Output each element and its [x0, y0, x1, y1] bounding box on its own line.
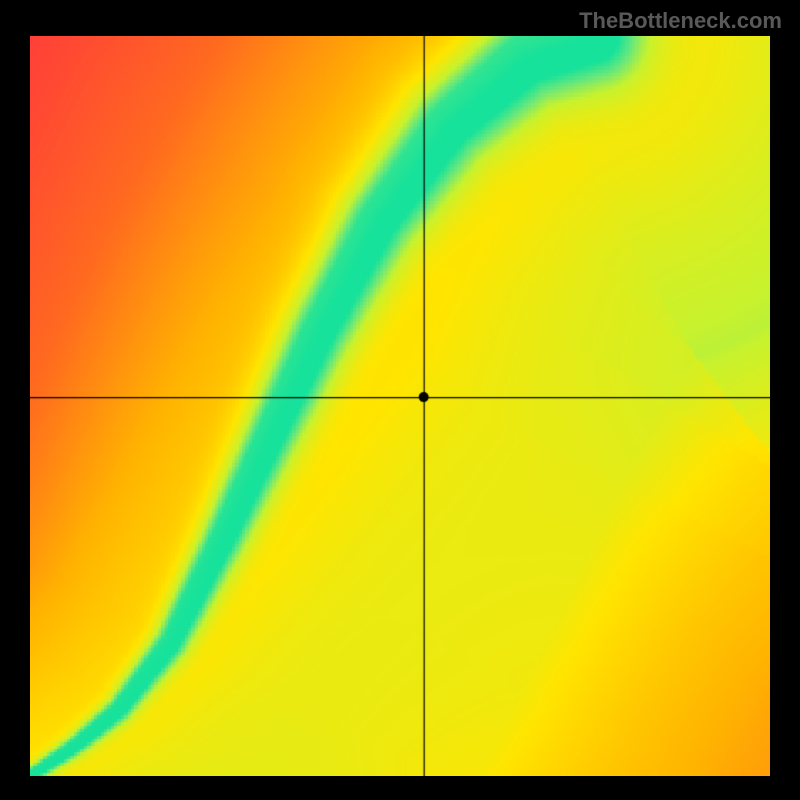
- bottleneck-heatmap: [30, 36, 770, 776]
- watermark-text: TheBottleneck.com: [579, 8, 782, 34]
